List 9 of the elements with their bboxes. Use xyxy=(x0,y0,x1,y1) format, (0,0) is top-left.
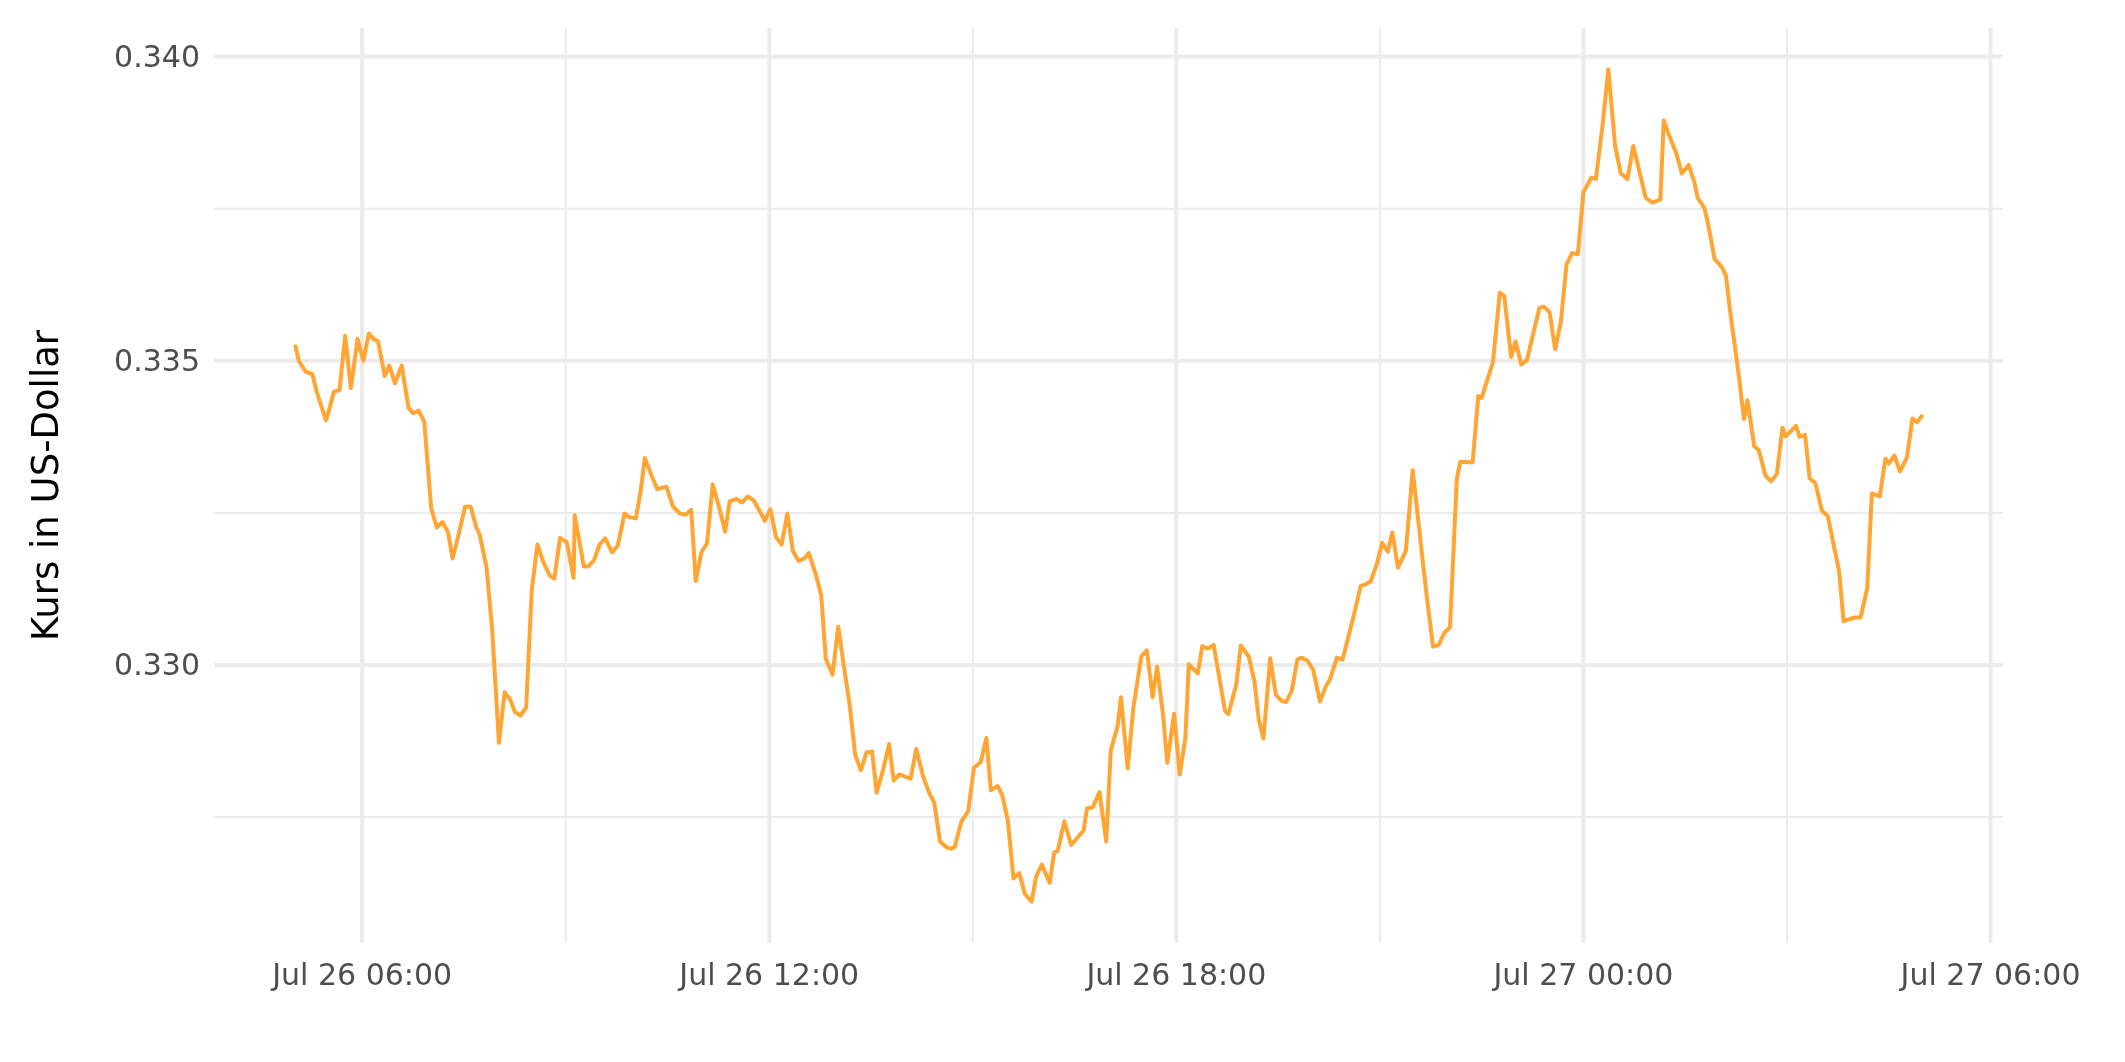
x-tick-label: Jul 26 06:00 xyxy=(270,957,453,992)
y-tick-label: 0.340 xyxy=(114,39,200,75)
x-tick-label: Jul 27 00:00 xyxy=(1491,957,1674,992)
x-tick-label: Jul 27 06:00 xyxy=(1898,957,2081,992)
y-tick-label: 0.335 xyxy=(114,343,200,379)
y-tick-label: 0.330 xyxy=(114,647,200,683)
x-tick-label: Jul 26 12:00 xyxy=(677,957,860,992)
y-axis-title: Kurs in US-Dollar xyxy=(24,329,67,642)
x-tick-label: Jul 26 18:00 xyxy=(1084,957,1267,992)
